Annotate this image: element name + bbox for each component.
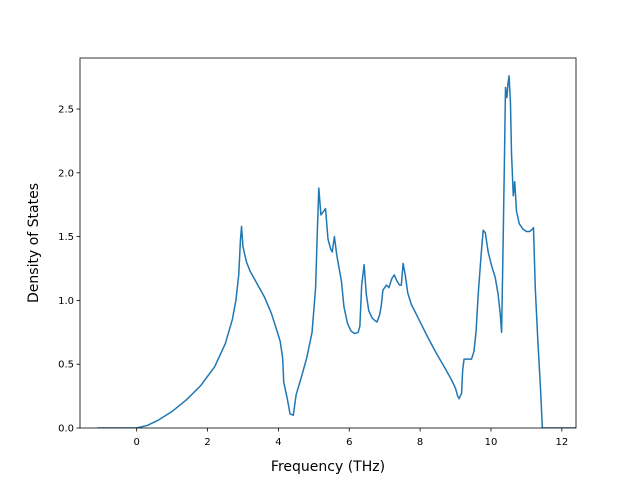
y-tick-label: 2.0 [58, 168, 74, 179]
x-tick-label: 0 [133, 437, 139, 448]
y-tick-label: 2.5 [58, 105, 74, 116]
y-tick-label: 1.0 [58, 296, 74, 307]
x-tick-label: 4 [275, 437, 281, 448]
y-axis-ticks: 0.0 0.5 1.0 1.5 2.0 2.5 [58, 105, 80, 435]
plot-area [96, 75, 576, 428]
y-tick-label: 0.0 [58, 424, 74, 435]
y-tick-label: 1.5 [58, 232, 74, 243]
x-axis-ticks: 0 2 4 6 8 10 12 [133, 428, 568, 448]
x-tick-label: 12 [555, 437, 568, 448]
plot-frame [79, 57, 577, 429]
x-tick-label: 6 [346, 437, 352, 448]
x-tick-label: 10 [485, 437, 498, 448]
x-axis-label: Frequency (THz) [271, 459, 385, 475]
y-tick-label: 0.5 [58, 360, 74, 371]
x-tick-label: 2 [204, 437, 210, 448]
x-tick-label: 8 [417, 437, 423, 448]
y-axis-label: Density of States [26, 183, 42, 303]
series-line [96, 75, 576, 428]
